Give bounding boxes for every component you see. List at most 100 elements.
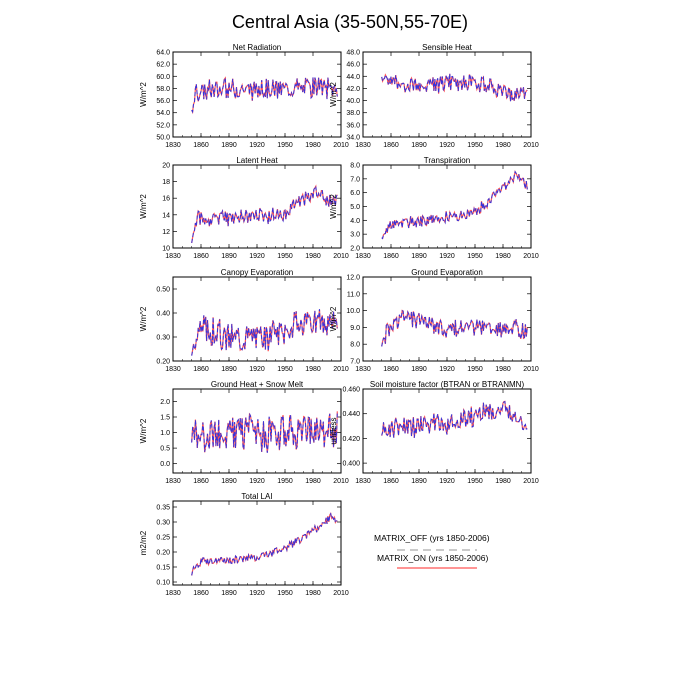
y-tick-label: 0.25 (156, 535, 170, 542)
y-tick-label: 1.5 (160, 415, 170, 422)
x-tick-label: 1860 (383, 366, 399, 373)
panel-7: Ground Heat + Snow Melt W/m^2 1830 1860 1890… (139, 380, 349, 485)
y-tick-label: 7.0 (350, 176, 360, 183)
panel-title: Sensible Heat (422, 43, 473, 52)
y-tick-label: 58.0 (156, 86, 170, 93)
y-tick-label: 0.20 (156, 550, 170, 557)
y-tick-label: 0.35 (156, 505, 170, 512)
y-tick-label: 52.0 (156, 122, 170, 129)
y-tick-label: 0.20 (156, 359, 170, 366)
series-matrix-off-line (381, 73, 528, 102)
x-tick-label: 1950 (277, 253, 293, 260)
x-tick-label: 1860 (383, 142, 399, 149)
x-tick-label: 1860 (193, 590, 209, 597)
x-tick-label: 2010 (523, 253, 539, 260)
x-tick-label: 1860 (193, 478, 209, 485)
x-tick-label: 1890 (221, 142, 237, 149)
y-tick-label: 10.0 (346, 308, 360, 315)
y-tick-label: 0.30 (156, 520, 170, 527)
x-tick-label: 1980 (305, 142, 321, 149)
x-tick-label: 1980 (495, 478, 511, 485)
y-tick-label: 0.10 (156, 580, 170, 587)
x-tick-label: 1920 (249, 142, 265, 149)
series-matrix-off-line (381, 310, 528, 347)
x-tick-label: 1830 (165, 142, 181, 149)
plot-frame (172, 164, 342, 249)
y-tick-label: 0.400 (342, 461, 360, 468)
y-tick-label: 5.0 (350, 204, 360, 211)
panel-6: Ground Evaporation W/m^2 1830 1860 1890 1920 1… (329, 268, 539, 373)
y-tick-label: 6.0 (350, 190, 360, 197)
y-tick-label: 36.0 (346, 122, 360, 129)
y-tick-label: 56.0 (156, 98, 170, 105)
y-tick-label: 7.0 (350, 359, 360, 366)
y-axis-label: W/m^2 (139, 194, 148, 219)
y-tick-label: 10 (162, 246, 170, 253)
y-tick-label: 0.440 (342, 411, 360, 418)
x-tick-label: 1920 (439, 142, 455, 149)
x-tick-label: 2010 (523, 478, 539, 485)
y-tick-label: 12 (162, 229, 170, 236)
y-tick-label: 48.0 (346, 50, 360, 57)
figure-title: Central Asia (35-50N,55-70E) (232, 12, 468, 32)
y-axis-label: W/m^2 (329, 194, 338, 219)
x-tick-label: 1920 (249, 253, 265, 260)
y-tick-label: 64.0 (156, 50, 170, 57)
y-axis-label: W/m^2 (139, 82, 148, 107)
y-tick-label: 42.0 (346, 86, 360, 93)
x-tick-label: 1830 (355, 366, 371, 373)
x-tick-label: 1950 (467, 253, 483, 260)
panel-title: Net Radiation (233, 43, 281, 52)
y-axis-label: W/m^2 (329, 306, 338, 331)
series-matrix-off-line (191, 184, 338, 243)
y-axis-label: W/m^2 (139, 418, 148, 443)
panels: Net Radiation W/m^2 1830 1860 1890 1920 1950 19… (139, 43, 539, 597)
x-tick-label: 1860 (193, 142, 209, 149)
legend: MATRIX_OFF (yrs 1850-2006) MATRIX_ON (yr… (374, 533, 490, 569)
series-matrix-on-line (381, 170, 528, 240)
panel-title: Canopy Evaporation (221, 268, 294, 277)
x-tick-label: 1890 (221, 253, 237, 260)
y-tick-label: 0.50 (156, 287, 170, 294)
x-tick-label: 1950 (277, 366, 293, 373)
x-tick-label: 1950 (467, 366, 483, 373)
panel-9: Total LAI m2/m2 1830 1860 1890 1920 1950 1980 20… (139, 492, 349, 597)
y-tick-label: 1.0 (160, 430, 170, 437)
y-tick-label: 50.0 (156, 135, 170, 142)
x-tick-label: 1830 (165, 366, 181, 373)
panel-title: Latent Heat (236, 156, 278, 165)
y-tick-label: 38.0 (346, 110, 360, 117)
y-tick-label: 2.0 (350, 246, 360, 253)
series-matrix-off-line (191, 512, 338, 576)
panel-title: Ground Evaporation (411, 268, 483, 277)
y-tick-label: 0.0 (160, 461, 170, 468)
y-tick-label: 46.0 (346, 62, 360, 69)
y-tick-label: 18 (162, 179, 170, 186)
x-tick-label: 1950 (467, 142, 483, 149)
panel-title: Transpiration (424, 156, 470, 165)
x-tick-label: 1920 (249, 590, 265, 597)
x-tick-label: 1890 (411, 253, 427, 260)
x-tick-label: 1980 (495, 142, 511, 149)
x-tick-label: 1890 (411, 142, 427, 149)
y-tick-label: 4.0 (350, 218, 360, 225)
x-tick-label: 1950 (467, 478, 483, 485)
x-tick-label: 1980 (495, 366, 511, 373)
y-tick-label: 3.0 (350, 232, 360, 239)
y-tick-label: 0.420 (342, 436, 360, 443)
plot-frame (172, 500, 342, 586)
y-axis-label: unitless (329, 417, 338, 444)
y-tick-label: 44.0 (346, 74, 360, 81)
x-tick-label: 1860 (193, 366, 209, 373)
x-tick-label: 1860 (383, 478, 399, 485)
x-tick-label: 1890 (411, 366, 427, 373)
y-tick-label: 0.15 (156, 565, 170, 572)
x-tick-label: 2010 (523, 366, 539, 373)
x-tick-label: 1890 (221, 366, 237, 373)
series-matrix-off-line (381, 401, 528, 438)
y-axis-label: W/m^2 (139, 306, 148, 331)
x-tick-label: 1830 (165, 590, 181, 597)
legend-matrix-on-label: MATRIX_ON (yrs 1850-2006) (377, 553, 488, 563)
series-matrix-on-line (191, 512, 338, 576)
x-tick-label: 1980 (305, 366, 321, 373)
